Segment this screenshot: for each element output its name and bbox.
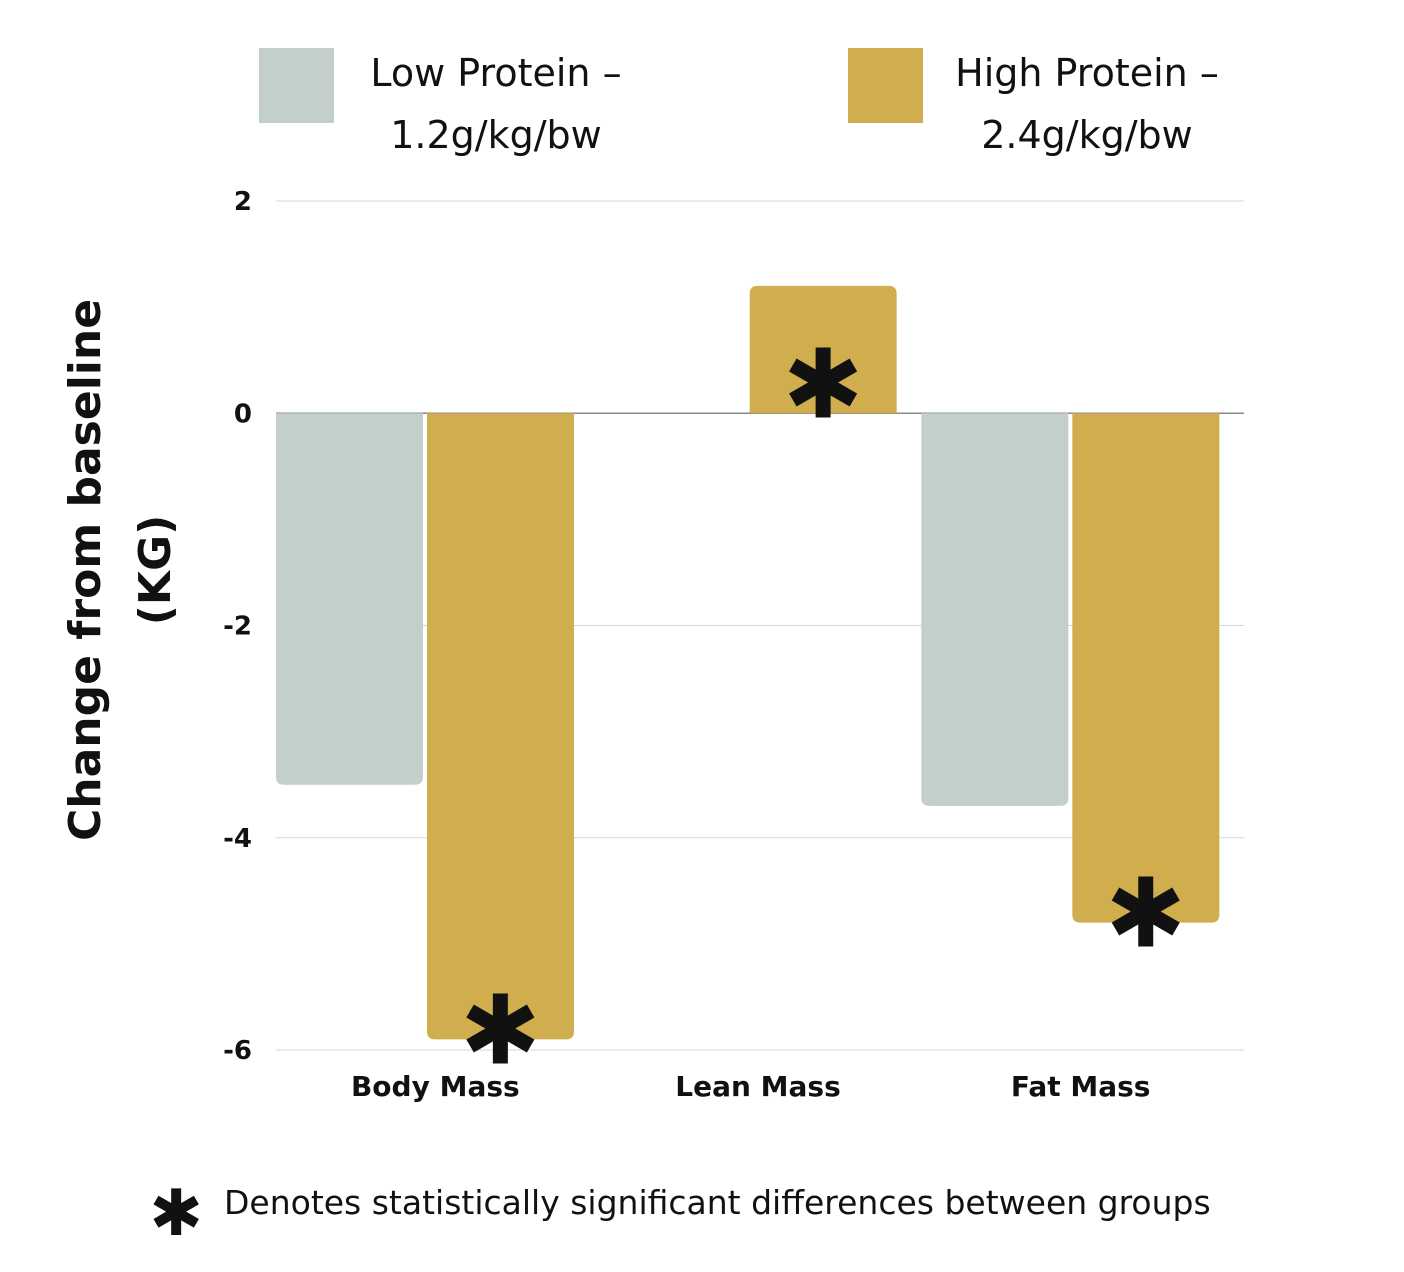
legend-swatch-series-2 bbox=[848, 48, 923, 123]
significance-star-icon: ✱ bbox=[783, 329, 863, 441]
y-axis-ticks: 2 0 -2 -4 -6 bbox=[223, 187, 252, 1066]
y-tick-label: 0 bbox=[234, 399, 252, 429]
significance-star-icon: ✱ bbox=[460, 974, 540, 1086]
legend-label-series-1: 1.2g/kg/bw bbox=[390, 113, 602, 157]
bar-body-mass-series-1 bbox=[276, 413, 423, 785]
y-tick-label: -6 bbox=[223, 1036, 252, 1066]
footnote: ✱ Denotes statistically significant diff… bbox=[149, 1177, 1211, 1251]
y-axis-label-line: Change from baseline bbox=[60, 299, 111, 841]
bar-fat-mass-series-1 bbox=[921, 413, 1069, 806]
legend-label-series-1: Low Protein – bbox=[370, 51, 621, 95]
legend-swatch-series-1 bbox=[259, 48, 334, 123]
bar-body-mass-series-2 bbox=[427, 413, 574, 1040]
x-axis-categories: Body Mass Lean Mass Fat Mass bbox=[351, 1070, 1150, 1103]
y-axis-label: Change from baseline (KG) bbox=[60, 299, 181, 841]
legend-label-series-2: 2.4g/kg/bw bbox=[981, 113, 1193, 157]
y-tick-label: 2 bbox=[234, 187, 252, 217]
legend: Low Protein – 1.2g/kg/bw High Protein – 2.4… bbox=[259, 48, 1219, 157]
legend-label-series-2: High Protein – bbox=[955, 51, 1219, 95]
y-tick-label: -2 bbox=[223, 612, 252, 642]
bar-fat-mass-series-2 bbox=[1072, 413, 1220, 923]
bars bbox=[276, 285, 1220, 1040]
y-tick-label: -4 bbox=[223, 824, 252, 854]
significance-star-icon: ✱ bbox=[1106, 858, 1186, 970]
footnote-text: Denotes statistically significant differ… bbox=[224, 1183, 1211, 1222]
x-category-label: Fat Mass bbox=[1011, 1070, 1151, 1103]
footnote-marker-icon: ✱ bbox=[149, 1177, 203, 1251]
x-category-label: Lean Mass bbox=[675, 1070, 841, 1103]
x-category-label: Body Mass bbox=[351, 1070, 520, 1103]
y-axis-label-line: (KG) bbox=[130, 515, 181, 625]
significance-markers: ✱ ✱ ✱ bbox=[460, 329, 1186, 1087]
bar-lean-mass-series-2 bbox=[749, 285, 897, 414]
